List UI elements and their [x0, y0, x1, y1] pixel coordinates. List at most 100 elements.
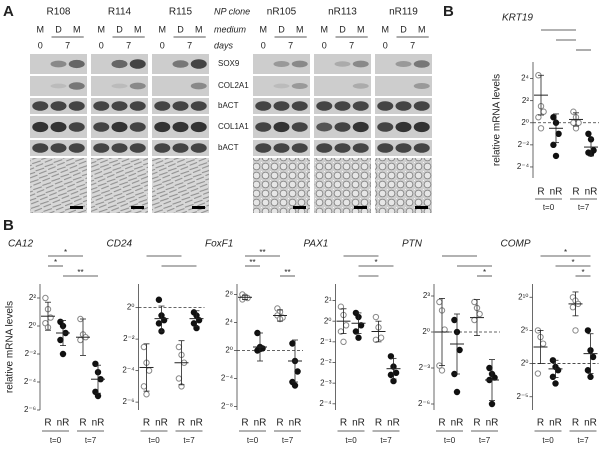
- blot-band: [68, 143, 85, 153]
- data-point: [550, 114, 557, 121]
- data-point: [441, 326, 448, 333]
- blot-band: [413, 60, 430, 68]
- y-tick-label: 2⁻⁵: [517, 392, 529, 401]
- medium-code: D: [400, 24, 407, 34]
- category-label: nR: [486, 418, 499, 429]
- blot-band: [316, 101, 333, 111]
- category-label: nR: [584, 418, 597, 429]
- data-point: [57, 336, 64, 344]
- y-axis-label: relative mRNA levels: [492, 74, 503, 166]
- blot-band: [50, 143, 67, 153]
- blot-band: [93, 101, 110, 111]
- data-point: [155, 320, 163, 327]
- data-point: [337, 303, 345, 310]
- micrograph: [91, 158, 148, 213]
- category-label: nR: [155, 418, 168, 429]
- data-point: [377, 334, 385, 341]
- data-point: [143, 391, 150, 398]
- panel-label: B: [3, 217, 14, 234]
- blot-band: [273, 101, 290, 111]
- medium-code: M: [418, 24, 426, 34]
- blot-band: [190, 59, 207, 69]
- significance-label: *: [64, 248, 67, 257]
- category-label: R: [178, 418, 185, 429]
- y-tick-label: 2⁻⁶: [418, 399, 430, 408]
- blot-band: [255, 143, 272, 153]
- micrograph: [375, 158, 432, 213]
- blot-band: [273, 60, 290, 68]
- plot-title: CD24: [107, 239, 133, 250]
- category-label: nR: [254, 418, 267, 429]
- blot-band: [129, 82, 146, 90]
- y-tick-label: 2⁻²: [320, 358, 332, 367]
- data-point: [342, 322, 350, 329]
- data-point: [355, 334, 362, 341]
- significance-label: *: [374, 258, 377, 267]
- blot: [253, 76, 310, 96]
- blot-band: [129, 122, 146, 132]
- medium-code: M: [382, 24, 390, 34]
- data-point: [486, 364, 493, 372]
- category-label: R: [276, 418, 283, 429]
- blot-band: [334, 101, 351, 111]
- category-label: nR: [451, 418, 464, 429]
- blot: [91, 76, 148, 96]
- plot-title: KRT19: [502, 13, 533, 24]
- blot-band: [352, 83, 369, 89]
- data-point: [471, 298, 478, 306]
- data-point: [387, 353, 395, 360]
- y-tick-label: 2⁻²: [123, 334, 135, 343]
- day: 7: [349, 40, 354, 50]
- data-point: [94, 392, 102, 400]
- blot: [30, 54, 87, 74]
- data-point: [554, 367, 562, 374]
- y-tick-label: 2³: [423, 291, 430, 300]
- significance-label: *: [571, 258, 574, 267]
- blot-band: [273, 83, 290, 89]
- blot-band: [255, 122, 272, 132]
- y-tick-label: 2¹⁰: [518, 292, 528, 301]
- blot-band: [413, 143, 430, 153]
- blot-band: [111, 121, 128, 133]
- blot-band: [50, 83, 67, 89]
- medium-code: M: [98, 24, 106, 34]
- category-label: nR: [57, 418, 70, 429]
- data-point: [140, 343, 148, 351]
- scale-bar: [70, 206, 83, 209]
- category-label: nR: [352, 418, 365, 429]
- y-tick-label: 2⁻⁶: [24, 405, 36, 414]
- category-label: R: [340, 418, 347, 429]
- data-point: [549, 373, 557, 381]
- clone-name: nR113: [328, 7, 357, 18]
- data-point: [291, 382, 299, 389]
- blot-band: [413, 82, 430, 90]
- blot: [253, 54, 310, 74]
- blot-band: [93, 143, 110, 153]
- data-point: [471, 316, 478, 324]
- category-label: nR: [549, 418, 562, 429]
- y-tick-label: 2⁻⁴: [221, 374, 234, 383]
- medium-code: D: [177, 24, 184, 34]
- group-label: t=7: [282, 436, 294, 445]
- medium-label: medium: [214, 24, 247, 34]
- panel-label: B: [443, 3, 454, 20]
- medium-code: M: [321, 24, 329, 34]
- plot-title: PTN: [402, 239, 423, 250]
- day: 7: [187, 40, 192, 50]
- y-tick-label: 2²: [522, 96, 529, 105]
- marker-label: COL1A1: [218, 122, 249, 131]
- blot: [152, 76, 209, 96]
- blot-band: [413, 121, 430, 133]
- blot-band: [413, 101, 430, 111]
- blot-band: [255, 101, 272, 111]
- significance-label: *: [581, 268, 584, 277]
- blot-band: [334, 61, 351, 67]
- data-point: [175, 375, 183, 382]
- medium-code: M: [357, 24, 365, 34]
- category-label: R: [44, 418, 51, 429]
- data-point: [289, 340, 296, 347]
- data-point: [77, 336, 84, 344]
- group-label: t=7: [479, 436, 491, 445]
- data-point: [92, 360, 99, 367]
